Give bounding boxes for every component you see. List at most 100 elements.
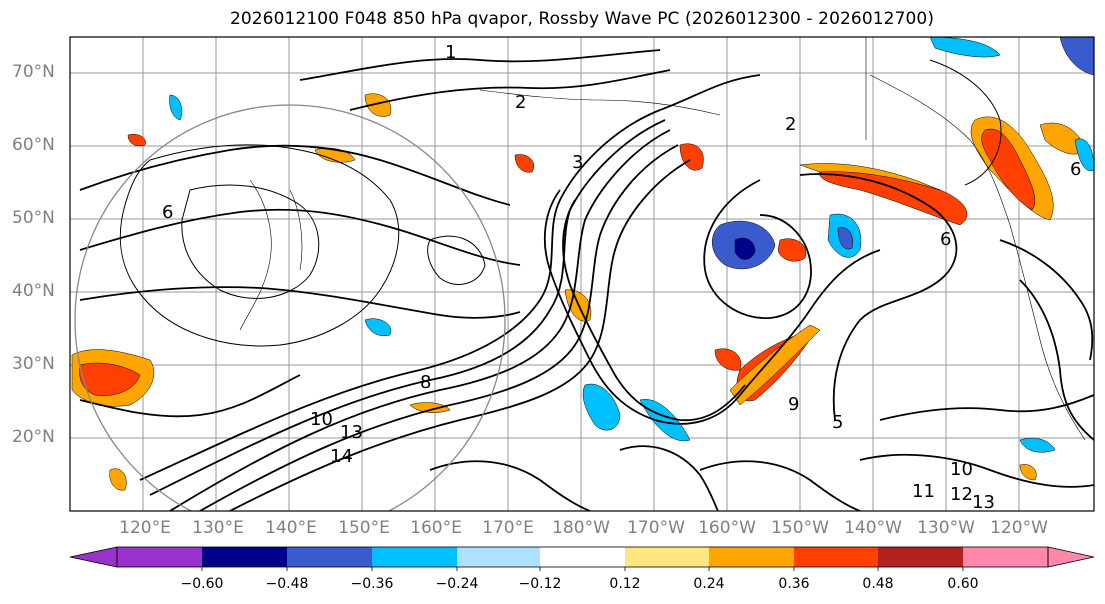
contour-line — [619, 445, 719, 511]
contour-line — [79, 286, 521, 319]
contour-line — [139, 74, 761, 481]
contour-label: 10 — [310, 409, 333, 430]
contour-label: 2 — [515, 92, 526, 113]
contour-label: 6 — [1070, 159, 1081, 180]
lon-label: 120°W — [990, 518, 1048, 538]
graticule — [70, 37, 1094, 511]
anomaly-patch — [409, 402, 451, 413]
contour-label: 9 — [788, 394, 799, 415]
colorbar-tick-label: 0.24 — [693, 576, 725, 592]
colorbar-segment — [540, 547, 625, 567]
contour-line — [169, 129, 671, 511]
lat-label: 40°N — [12, 281, 55, 301]
anomaly-patch — [514, 154, 534, 173]
map-title: 2026012100 F048 850 hPa qvapor, Rossby W… — [229, 9, 935, 29]
colorbar-segment — [372, 547, 457, 567]
anomaly-patch — [639, 399, 691, 442]
contour-line — [349, 69, 671, 111]
contour-label: 2 — [785, 114, 796, 135]
lon-label: 130°E — [192, 518, 244, 538]
anomaly-patch — [729, 324, 821, 406]
plot-area — [70, 37, 1094, 511]
colorbar — [69, 546, 1095, 571]
colorbar-tick-label: −0.48 — [265, 576, 309, 592]
colorbar-extend-high — [1047, 546, 1095, 568]
contour-line — [79, 374, 301, 418]
lon-label: 170°E — [482, 518, 534, 538]
contour-line — [199, 144, 679, 511]
colorbar-tick-label: −0.60 — [180, 576, 224, 592]
contour-line — [543, 189, 881, 425]
anomaly-patch — [1074, 138, 1094, 172]
anomaly-patch — [582, 383, 621, 431]
contour-line — [79, 144, 511, 206]
anomaly-patch — [127, 134, 146, 147]
contour-label: 1 — [445, 42, 456, 63]
contour-label: 14 — [330, 446, 353, 467]
anomaly-patch — [929, 37, 1001, 58]
contour-label: 11 — [912, 481, 935, 502]
lat-label: 30°N — [12, 354, 55, 374]
contour-label: 6 — [162, 202, 173, 223]
lon-label: 160°E — [410, 518, 462, 538]
contour-line — [149, 119, 666, 496]
plot-frame — [69, 36, 1095, 512]
shaded-anomalies — [71, 37, 1094, 491]
colorbar-segment — [878, 547, 963, 567]
colorbar-tick-label: −0.36 — [350, 576, 394, 592]
anomaly-patch — [1059, 37, 1094, 76]
anomaly-patch — [79, 362, 141, 396]
colorbar-segment — [625, 547, 709, 567]
coastline — [239, 179, 272, 331]
colorbar-tick-label: 0.12 — [609, 576, 641, 592]
contour-label: 5 — [832, 412, 843, 433]
contour-line — [181, 184, 320, 299]
colorbar-segment — [202, 547, 287, 567]
lon-label: 160°W — [698, 518, 756, 538]
colorbar-tick-label: 0.60 — [947, 576, 979, 592]
lat-label: 50°N — [12, 208, 55, 228]
colorbar-segment — [963, 547, 1048, 567]
colorbar-tick-label: −0.12 — [518, 576, 562, 592]
contour-line — [859, 453, 1094, 488]
anomaly-patch — [364, 318, 392, 336]
colorbar-segment — [709, 547, 794, 567]
lon-label: 130°W — [917, 518, 975, 538]
lon-label: 170°W — [627, 518, 685, 538]
contour-label: 13 — [972, 492, 995, 513]
colorbar-tick-label: 0.48 — [862, 576, 894, 592]
contour-line — [799, 173, 958, 421]
colorbar-segment — [287, 547, 372, 567]
colorbar-tick-label: 0.36 — [778, 576, 810, 592]
anomaly-patch — [109, 468, 127, 491]
anomaly-patch — [837, 227, 853, 250]
qvapor-contours — [79, 49, 1094, 511]
lon-label: 120°E — [119, 518, 171, 538]
colorbar-extend-low — [69, 546, 118, 568]
contour-label: 6 — [940, 229, 951, 250]
contour-label: 13 — [340, 422, 363, 443]
lat-label: 20°N — [12, 427, 55, 447]
anomaly-patch — [679, 143, 704, 171]
lon-label: 140°W — [844, 518, 902, 538]
lon-label: 150°E — [338, 518, 390, 538]
contour-line — [427, 235, 486, 285]
coastline — [289, 189, 303, 271]
anomaly-patch — [1019, 464, 1037, 481]
lon-label: 140°E — [265, 518, 317, 538]
coastline — [869, 74, 1086, 441]
lat-label: 60°N — [12, 135, 55, 155]
contour-line — [119, 144, 400, 347]
contour-line — [699, 460, 861, 511]
anomaly-patch — [734, 237, 756, 260]
colorbar-segment — [457, 547, 540, 567]
anomaly-patch — [799, 163, 941, 191]
contour-labels: 1 2 2 3 6 6 8 10 13 14 10 11 12 13 6 5 9 — [162, 42, 1081, 513]
contour-line — [229, 159, 691, 511]
thin-contours — [119, 59, 1002, 347]
anomaly-patch — [777, 238, 807, 262]
contour-line — [999, 239, 1094, 361]
anomaly-patch — [981, 128, 1036, 211]
contour-line — [929, 59, 1002, 186]
